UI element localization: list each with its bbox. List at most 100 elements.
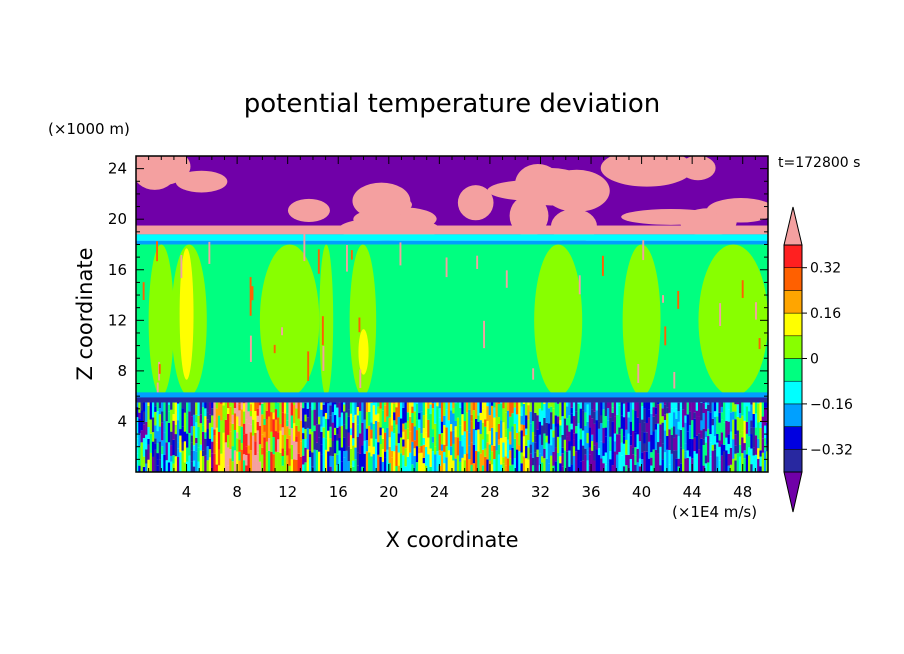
- streak: [156, 241, 158, 262]
- convective-cell: [743, 420, 747, 444]
- convective-cell: [481, 422, 485, 440]
- convective-cell: [527, 459, 530, 472]
- convective-cell: [204, 432, 207, 439]
- convective-cell: [295, 402, 298, 409]
- convective-cell: [709, 434, 712, 443]
- convective-cell: [295, 408, 298, 426]
- convective-cell: [647, 436, 651, 442]
- convective-cell: [486, 406, 489, 421]
- convective-cell: [579, 402, 583, 409]
- convective-cell: [720, 419, 724, 433]
- convective-cell: [383, 432, 387, 452]
- convective-cell: [445, 402, 448, 410]
- convective-cell: [704, 463, 708, 472]
- convective-cell: [379, 408, 382, 428]
- warm-core: [179, 248, 194, 380]
- convective-cell: [534, 412, 537, 436]
- convective-cell: [668, 449, 671, 465]
- convective-cell: [356, 465, 360, 472]
- convective-cell: [356, 437, 360, 453]
- convective-cell: [629, 421, 633, 436]
- convective-cell: [693, 451, 696, 472]
- convective-cell: [383, 405, 387, 423]
- convective-cell: [513, 457, 517, 472]
- convective-cell: [659, 402, 662, 404]
- convective-cell: [386, 402, 389, 417]
- convective-cell: [454, 437, 458, 459]
- convective-cell: [154, 411, 157, 426]
- convective-cell: [420, 402, 423, 412]
- convective-cell: [418, 447, 421, 454]
- convective-cell: [509, 416, 512, 432]
- convective-cell: [595, 442, 599, 450]
- convective-cell: [488, 415, 492, 432]
- convective-cell: [224, 442, 228, 460]
- convective-cell: [511, 426, 514, 448]
- convective-cell: [459, 440, 462, 462]
- convective-cell: [238, 451, 241, 461]
- convective-cell: [691, 402, 694, 421]
- warm-core: [358, 329, 369, 375]
- convective-cell: [179, 415, 182, 430]
- convective-cell: [161, 422, 164, 441]
- warm-column: [148, 244, 174, 397]
- convective-cell: [222, 405, 225, 418]
- convective-cell: [331, 402, 335, 413]
- convective-cell: [304, 421, 307, 430]
- convective-cell: [495, 406, 499, 417]
- convective-cell: [361, 445, 364, 467]
- convective-cell: [252, 455, 255, 472]
- convective-cell: [145, 402, 148, 422]
- convective-cell: [700, 430, 703, 439]
- convective-cell: [390, 414, 394, 426]
- convective-cell: [631, 409, 635, 431]
- convective-cell: [550, 429, 553, 446]
- convective-cell: [677, 411, 681, 422]
- convective-cell: [172, 402, 175, 415]
- convective-cell: [500, 464, 503, 472]
- convective-cell: [743, 402, 747, 421]
- convective-cell: [402, 439, 405, 447]
- convective-cell: [142, 466, 146, 472]
- convective-cell: [561, 466, 564, 472]
- convective-cell: [734, 419, 737, 435]
- convective-cell: [192, 445, 196, 451]
- convective-cell: [738, 433, 742, 445]
- streak: [664, 326, 667, 346]
- convective-cell: [179, 429, 182, 436]
- convective-cell: [725, 402, 728, 421]
- convective-cell: [395, 465, 398, 472]
- convective-cell: [600, 441, 603, 459]
- convective-cell: [675, 458, 678, 472]
- convective-cell: [502, 463, 505, 472]
- convective-cell: [661, 422, 665, 444]
- convective-cell: [379, 456, 382, 472]
- colorbar-tick-label: 0.16: [810, 306, 841, 322]
- convective-cell: [181, 442, 185, 451]
- convective-cell: [695, 453, 699, 472]
- convective-cell: [345, 429, 348, 451]
- convective-cell: [622, 417, 626, 437]
- convective-cell: [438, 450, 442, 456]
- convective-cell: [336, 454, 339, 466]
- convective-cell: [611, 412, 615, 422]
- convective-cell: [700, 402, 703, 421]
- convective-cell: [597, 421, 601, 429]
- convective-cell: [431, 403, 435, 409]
- convective-cell: [213, 435, 216, 454]
- convective-cell: [215, 402, 219, 409]
- convective-cell: [158, 408, 162, 415]
- convective-cell: [677, 421, 681, 430]
- convective-cell: [295, 436, 298, 442]
- convective-cell: [638, 402, 642, 424]
- convective-cell: [634, 402, 637, 411]
- convective-cell: [502, 442, 505, 458]
- convective-cell: [197, 402, 200, 416]
- convective-cell: [597, 402, 601, 422]
- convective-cell: [754, 435, 758, 455]
- colorbar-swatch: [783, 449, 803, 473]
- convective-cell: [709, 412, 712, 435]
- convective-cell: [748, 411, 751, 429]
- convective-cell: [283, 450, 287, 472]
- convective-cell: [179, 402, 182, 416]
